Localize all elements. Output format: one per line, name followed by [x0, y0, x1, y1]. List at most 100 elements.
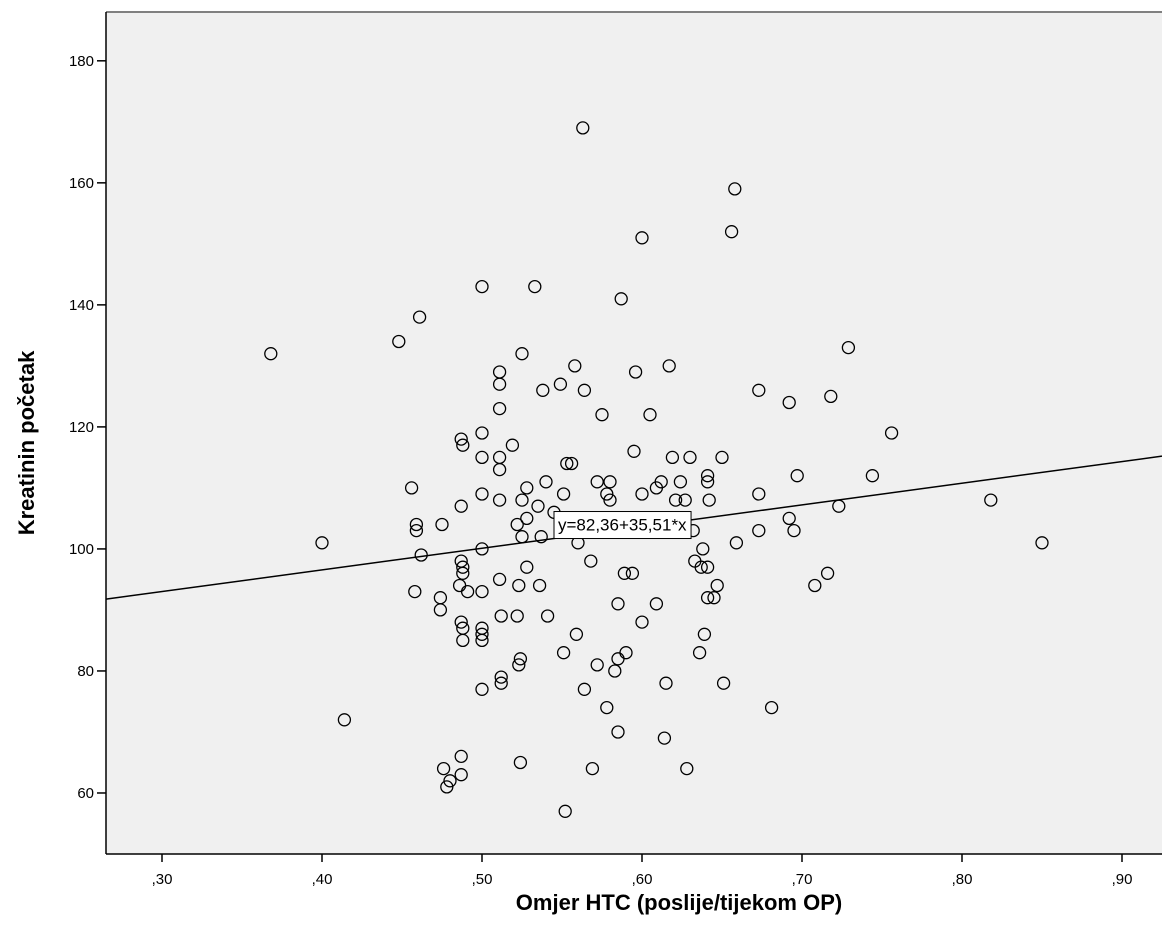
data-point	[683, 450, 697, 465]
data-point	[264, 347, 278, 361]
data-point	[528, 279, 542, 294]
data-point	[492, 572, 507, 587]
data-point	[590, 475, 604, 489]
data-point	[456, 566, 470, 580]
data-point	[475, 682, 489, 696]
data-point	[764, 700, 779, 715]
data-point	[409, 517, 424, 532]
data-point	[752, 523, 766, 538]
data-point	[531, 499, 545, 513]
data-point	[456, 633, 470, 648]
data-point	[728, 182, 742, 196]
data-point	[635, 487, 649, 501]
x-tick-label: ,70	[792, 871, 813, 888]
x-axis-title: Omjer HTC (poslije/tijekom OP)	[516, 890, 842, 915]
data-point	[409, 523, 424, 538]
data-point	[619, 646, 633, 660]
data-point	[520, 511, 534, 526]
x-tick-label: ,40	[312, 871, 333, 888]
data-point	[984, 493, 998, 507]
data-point	[556, 487, 571, 501]
data-point	[696, 542, 710, 556]
data-point	[513, 652, 528, 666]
data-point	[433, 603, 448, 617]
data-point	[512, 658, 526, 672]
data-point	[808, 578, 822, 593]
data-point	[1035, 536, 1049, 550]
y-axis-ticks: 60 80 100 120 140 160 180	[69, 53, 106, 802]
y-tick-label: 100	[69, 541, 94, 558]
data-point	[475, 487, 489, 501]
data-point	[492, 377, 507, 391]
data-point	[412, 310, 427, 324]
data-point	[884, 426, 899, 440]
y-tick-label: 140	[69, 297, 94, 314]
data-point	[494, 676, 508, 690]
data-point	[692, 646, 707, 660]
data-point	[534, 530, 548, 544]
x-tick-label: ,90	[1112, 871, 1133, 888]
data-point	[662, 359, 676, 373]
data-point	[752, 487, 766, 501]
data-point	[707, 591, 721, 605]
data-point	[513, 755, 528, 770]
data-point	[454, 432, 468, 446]
data-point	[337, 713, 352, 727]
data-point	[716, 676, 731, 690]
data-point	[865, 469, 880, 483]
data-point	[577, 383, 592, 397]
data-point	[560, 456, 574, 471]
data-point	[603, 493, 617, 507]
data-point	[729, 536, 744, 550]
data-point	[608, 664, 622, 678]
data-point	[492, 493, 507, 507]
data-point	[635, 231, 649, 245]
data-point	[536, 383, 550, 397]
data-point	[617, 566, 632, 580]
data-point	[492, 401, 507, 416]
data-point	[404, 481, 419, 495]
plot-area	[106, 12, 1162, 854]
data-point	[577, 682, 592, 696]
data-point	[408, 584, 422, 599]
data-point	[576, 121, 590, 135]
data-point	[603, 475, 617, 489]
data-point	[569, 627, 584, 641]
x-axis-ticks: ,30 ,40 ,50 ,60 ,70 ,80 ,90	[152, 854, 1133, 888]
data-point	[700, 469, 715, 483]
data-point	[515, 493, 529, 507]
data-point	[520, 481, 534, 495]
y-tick-label: 180	[69, 53, 94, 70]
data-point	[657, 731, 672, 745]
data-point	[678, 493, 692, 507]
data-point	[694, 560, 708, 574]
data-point	[454, 749, 468, 764]
data-point	[475, 627, 489, 641]
data-point	[668, 493, 683, 507]
data-point	[790, 469, 804, 483]
data-point	[456, 560, 470, 574]
data-point	[841, 340, 856, 355]
data-point	[460, 584, 475, 599]
data-point	[625, 566, 640, 580]
data-point	[654, 475, 668, 489]
data-point	[611, 597, 625, 611]
data-point	[643, 408, 657, 422]
y-tick-label: 80	[77, 663, 94, 680]
equation-label-text: y=82,36+35,51*x	[558, 516, 687, 535]
x-tick-label: ,50	[472, 871, 493, 888]
data-point	[659, 676, 673, 690]
data-point	[440, 780, 454, 794]
data-point	[443, 774, 457, 788]
y-axis-title: Kreatinin početak	[14, 350, 39, 535]
data-point	[600, 487, 614, 501]
data-point	[475, 426, 489, 440]
data-point	[539, 475, 553, 489]
data-point	[585, 761, 600, 776]
data-point	[614, 292, 628, 306]
x-tick-label: ,30	[152, 871, 173, 888]
data-point	[494, 670, 508, 684]
data-point	[454, 499, 468, 513]
data-point	[673, 475, 688, 489]
